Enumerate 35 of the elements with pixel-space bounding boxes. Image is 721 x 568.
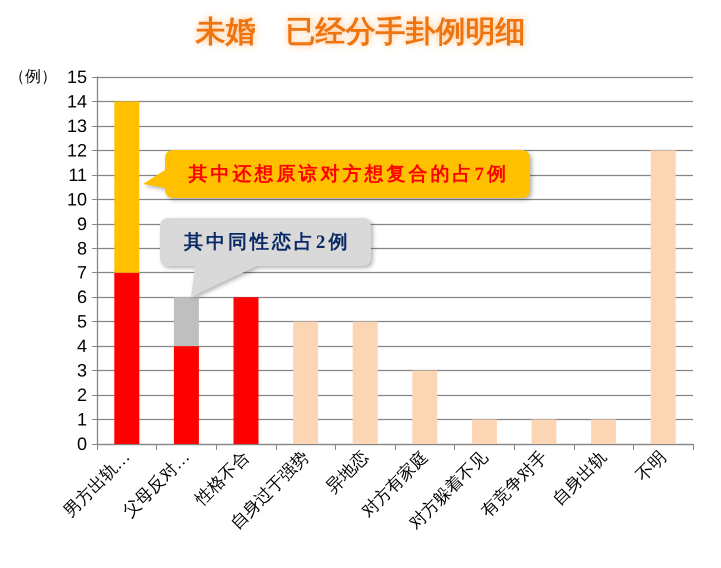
bar [293, 322, 318, 444]
y-axis-title: （例） [9, 68, 57, 86]
x-tick-label: 不明 [632, 447, 670, 485]
y-tick-label: 10 [66, 189, 87, 210]
bar [114, 272, 140, 444]
y-tick-label: 0 [76, 434, 87, 454]
bar [174, 297, 199, 346]
y-tick-label: 13 [66, 116, 87, 136]
bar [472, 420, 497, 444]
bar [114, 101, 140, 273]
y-tick-label: 11 [68, 164, 87, 185]
y-tick-label: 5 [76, 312, 87, 332]
chart-title: 未婚 已经分手卦例明细 [194, 14, 526, 50]
y-tick-label: 2 [76, 385, 87, 406]
y-tick-label: 3 [76, 360, 87, 381]
y-tick-label: 15 [66, 67, 87, 87]
y-tick-label: 6 [76, 287, 87, 308]
bar [174, 346, 199, 444]
bar [532, 420, 556, 444]
x-tick-label: 异地恋 [322, 447, 372, 497]
y-tick-label: 1 [76, 410, 87, 430]
y-tick-label: 12 [66, 140, 87, 160]
bar [412, 370, 438, 444]
annotation: 其中还想原谅对方想复合的占7例 [188, 162, 509, 187]
bar [352, 322, 378, 444]
y-tick-label: 9 [76, 214, 87, 234]
bar [591, 420, 616, 444]
annotation: 其中同性恋占2例 [184, 230, 350, 256]
y-tick-label: 4 [76, 336, 87, 356]
bar [234, 297, 258, 444]
x-tick-label: 自身出轨 [548, 447, 610, 509]
y-tick-label: 8 [76, 238, 87, 258]
y-tick-label: 7 [76, 262, 87, 283]
bar [650, 150, 676, 444]
y-tick-label: 14 [66, 91, 87, 112]
